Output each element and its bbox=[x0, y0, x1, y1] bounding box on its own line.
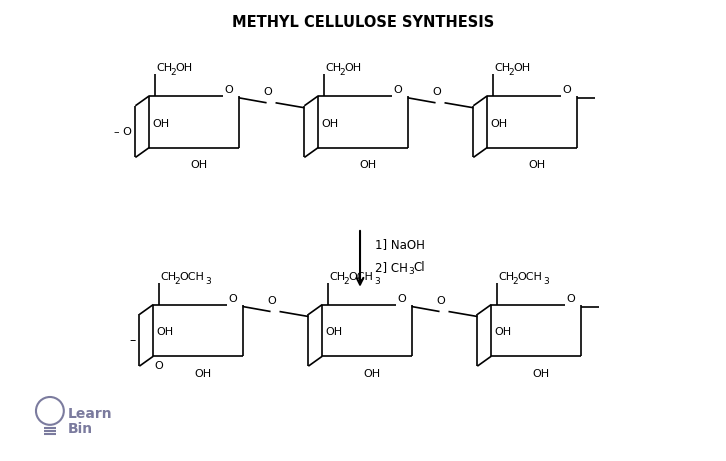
Text: Bin: Bin bbox=[68, 422, 93, 436]
Text: OH: OH bbox=[190, 160, 207, 171]
Text: CH: CH bbox=[156, 63, 172, 73]
Text: OCH: OCH bbox=[517, 272, 542, 282]
Text: 2: 2 bbox=[174, 277, 180, 286]
Text: METHYL CELLULOSE SYNTHESIS: METHYL CELLULOSE SYNTHESIS bbox=[232, 15, 494, 30]
Text: OH: OH bbox=[494, 327, 511, 337]
Text: 2: 2 bbox=[343, 277, 348, 286]
Text: CH: CH bbox=[329, 272, 346, 282]
Text: OH: OH bbox=[175, 63, 192, 73]
Text: 3: 3 bbox=[409, 267, 415, 276]
Text: – O: – O bbox=[113, 127, 131, 136]
Text: O: O bbox=[229, 294, 237, 303]
Text: CH: CH bbox=[160, 272, 176, 282]
Text: OH: OH bbox=[513, 63, 530, 73]
Text: CH: CH bbox=[498, 272, 514, 282]
Text: OCH: OCH bbox=[179, 272, 204, 282]
Text: 1] NaOH: 1] NaOH bbox=[375, 238, 425, 251]
Text: 3: 3 bbox=[374, 277, 380, 286]
Text: 2: 2 bbox=[512, 277, 518, 286]
Text: OH: OH bbox=[363, 369, 380, 379]
Text: O: O bbox=[225, 85, 234, 95]
Text: OCH: OCH bbox=[348, 272, 373, 282]
Text: Cl: Cl bbox=[414, 261, 425, 274]
Text: OH: OH bbox=[152, 118, 169, 129]
Text: OH: OH bbox=[325, 327, 343, 337]
Text: O: O bbox=[154, 361, 163, 371]
Text: OH: OH bbox=[490, 118, 507, 129]
Text: –: – bbox=[129, 334, 135, 347]
Text: OH: OH bbox=[194, 369, 211, 379]
Text: CH: CH bbox=[494, 63, 510, 73]
Text: O: O bbox=[398, 294, 407, 303]
Text: O: O bbox=[432, 87, 441, 97]
Text: OH: OH bbox=[532, 369, 549, 379]
Text: OH: OH bbox=[359, 160, 376, 171]
Text: 2] CH: 2] CH bbox=[375, 261, 408, 274]
Text: O: O bbox=[567, 294, 576, 303]
Text: CH: CH bbox=[325, 63, 341, 73]
Text: O: O bbox=[267, 296, 276, 306]
Text: 2: 2 bbox=[508, 68, 514, 77]
Text: OH: OH bbox=[156, 327, 174, 337]
Text: 3: 3 bbox=[205, 277, 211, 286]
Text: OH: OH bbox=[321, 118, 338, 129]
Text: OH: OH bbox=[344, 63, 362, 73]
Text: 2: 2 bbox=[339, 68, 345, 77]
Text: 3: 3 bbox=[543, 277, 549, 286]
Text: O: O bbox=[393, 85, 402, 95]
Text: Learn: Learn bbox=[68, 407, 113, 421]
Text: OH: OH bbox=[528, 160, 545, 171]
Text: 2: 2 bbox=[170, 68, 176, 77]
Text: O: O bbox=[436, 296, 445, 306]
Text: O: O bbox=[264, 87, 272, 97]
Text: O: O bbox=[563, 85, 571, 95]
